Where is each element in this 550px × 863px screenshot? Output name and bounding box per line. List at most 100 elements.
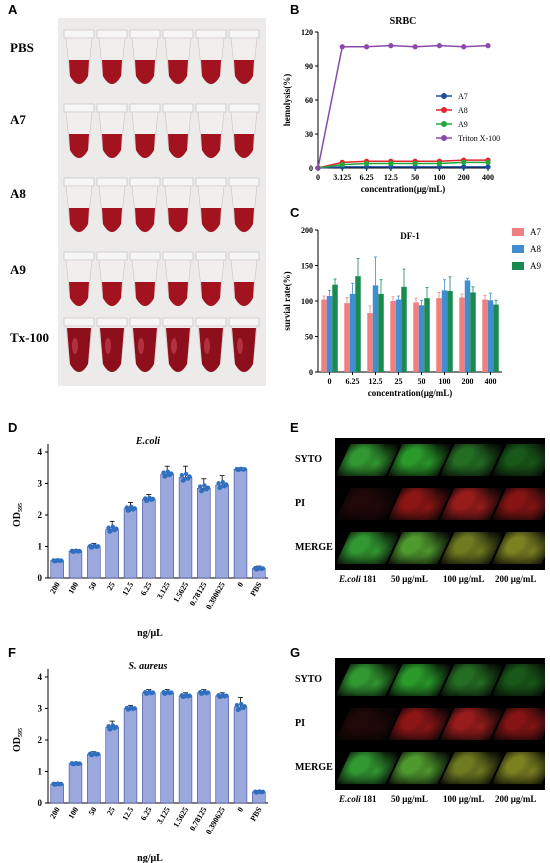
y-axis-label: OD595 — [12, 503, 24, 527]
panel-letter-b: B — [290, 2, 300, 17]
bar — [233, 469, 248, 579]
tube-cap — [228, 177, 260, 187]
confocal-col-label: 200 μg/mL — [495, 574, 537, 584]
tube-cap — [63, 317, 95, 327]
bar — [493, 304, 499, 372]
x-tick-label: 3.125 — [155, 806, 172, 826]
bar — [390, 301, 396, 372]
tube-cap — [195, 103, 227, 113]
tube-pellet — [168, 282, 188, 306]
legend-label: Triton X-100 — [458, 134, 500, 143]
x-tick-label: 400 — [485, 377, 497, 386]
x-tick-label: PBS — [248, 580, 263, 598]
y-axis-label: hemolysis(%) — [282, 74, 292, 127]
y-tick-label: 0 — [38, 573, 43, 583]
data-point — [363, 160, 370, 167]
tube-liquid — [232, 328, 256, 372]
tube-pellet — [168, 208, 188, 232]
tube-cap — [129, 29, 161, 39]
replicate-dot — [234, 703, 240, 708]
confocal-row-label: MERGE — [295, 542, 333, 553]
tube-liquid — [199, 328, 223, 372]
panel-letter-a: A — [8, 2, 18, 17]
replicate-dot — [187, 474, 192, 479]
replicate-dot — [114, 526, 119, 531]
replicate-dot — [183, 471, 189, 477]
data-point — [485, 43, 491, 49]
bar — [441, 290, 448, 372]
legend-label: A8 — [458, 106, 468, 115]
bar — [215, 695, 229, 804]
y-tick-label: 90 — [305, 62, 313, 71]
replicate-dot — [150, 496, 156, 502]
bar — [197, 692, 211, 804]
bar — [160, 473, 174, 579]
replicate-dot — [217, 694, 222, 700]
legend-marker — [441, 93, 447, 99]
tube-highlight — [204, 338, 210, 354]
confocal-row-label: SYTO — [295, 454, 323, 465]
bar — [50, 560, 64, 579]
replicate-dot — [162, 474, 167, 479]
chart-title: E.coli — [135, 436, 160, 447]
data-point — [461, 164, 467, 170]
data-point — [485, 159, 491, 165]
tube-cap — [96, 103, 128, 113]
photo-row-label: Tx-100 — [10, 330, 49, 345]
bar — [332, 284, 338, 372]
y-tick-label: 4 — [38, 447, 43, 457]
y-tick-label: 30 — [305, 130, 313, 139]
confocal-row-label: PI — [295, 498, 305, 509]
tube-highlight — [171, 338, 177, 354]
bar — [418, 305, 425, 372]
bar — [87, 753, 101, 804]
legend-label: A7 — [458, 92, 468, 101]
x-tick-label: 100 — [66, 806, 80, 821]
chart-title: DF-1 — [400, 231, 420, 241]
replicate-dot — [238, 701, 244, 707]
data-point — [485, 164, 491, 170]
confocal-row-label: PI — [295, 718, 305, 729]
x-tick-label: 0 — [316, 173, 320, 182]
x-tick-label: 12.5 — [384, 173, 398, 182]
photo-row-label: A9 — [10, 262, 26, 277]
bar — [197, 487, 211, 579]
x-tick-label: 0 — [235, 806, 245, 814]
bar — [372, 285, 379, 372]
bar — [447, 291, 453, 372]
x-tick-label: 6.25 — [346, 377, 360, 386]
replicate-dot — [114, 724, 119, 730]
y-tick-label: 3 — [38, 704, 43, 714]
tube-cap — [63, 103, 95, 113]
x-tick-label: 200 — [48, 581, 62, 596]
replicate-dot — [235, 467, 241, 472]
tube-liquid — [133, 328, 157, 372]
tube-cap — [228, 103, 260, 113]
tube-pellet — [234, 208, 254, 232]
data-point — [388, 160, 394, 167]
x-tick-label: 100 — [439, 377, 451, 386]
y-tick-label: 120 — [301, 28, 313, 37]
bar — [123, 508, 138, 579]
bar — [326, 296, 333, 372]
replicate-dot — [224, 693, 229, 698]
tube-pellet — [69, 134, 89, 158]
data-point — [315, 165, 321, 171]
replicate-dot — [89, 545, 94, 550]
tube-pellet — [102, 60, 122, 84]
y-tick-label: 1 — [38, 542, 43, 552]
x-tick-label: 0 — [328, 377, 332, 386]
x-axis-label: concentration(μg/mL) — [361, 184, 446, 194]
series-line-a7 — [317, 166, 488, 169]
chart-title: SRBC — [390, 16, 417, 27]
replicate-dot — [70, 549, 76, 554]
bar — [470, 292, 476, 372]
bar — [349, 293, 356, 372]
replicate-dot — [242, 704, 247, 709]
y-tick-label: 200 — [301, 226, 313, 235]
x-axis-label: ng/μL — [137, 628, 163, 639]
x-tick-label: 12.5 — [120, 581, 135, 598]
x-tick-label: 6.25 — [139, 581, 154, 598]
replicate-dot — [224, 482, 229, 487]
y-tick-label: 2 — [38, 510, 43, 520]
